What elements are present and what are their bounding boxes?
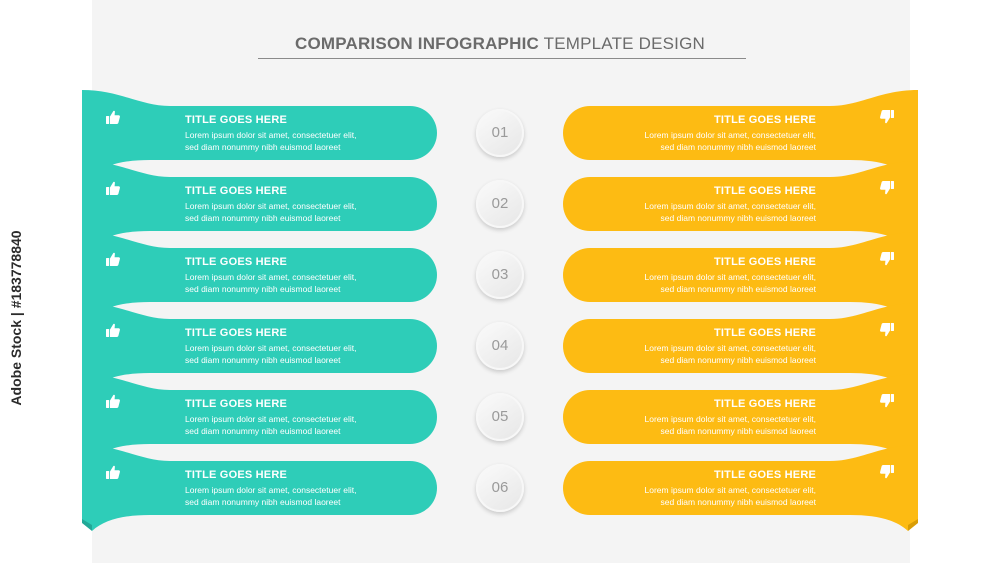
step-number-badge: 05	[476, 393, 524, 441]
comparison-row: TITLE GOES HERE Lorem ipsum dolor sit ame…	[0, 161, 1000, 247]
thumbs-down-icon	[879, 393, 895, 414]
comparison-row: TITLE GOES HERE Lorem ipsum dolor sit ame…	[0, 445, 1000, 531]
right-item-desc-line2: sed diam nonummy nibh euismod laoreet	[660, 497, 816, 507]
right-ribbon	[563, 445, 918, 531]
left-item-desc-line2: sed diam nonummy nibh euismod laoreet	[185, 426, 341, 436]
left-item-desc-line2: sed diam nonummy nibh euismod laoreet	[185, 497, 341, 507]
title-underline	[258, 58, 746, 59]
thumbs-down-icon	[879, 251, 895, 272]
left-item-title: TITLE GOES HERE	[185, 327, 288, 339]
thumbs-down-icon	[879, 322, 895, 343]
right-ribbon	[563, 232, 918, 318]
right-item-text: TITLE GOES HERE Lorem ipsum dolor sit ame…	[590, 398, 817, 437]
ribbon-shapes	[82, 303, 918, 389]
left-item-desc-line1: Lorem ipsum dolor sit amet, consectetuer…	[185, 485, 357, 495]
left-item-text: TITLE GOES HERE Lorem ipsum dolor sit ame…	[185, 398, 405, 437]
left-ribbon	[82, 374, 437, 460]
left-ribbon	[82, 90, 437, 176]
step-number-badge: 03	[476, 251, 524, 299]
ribbon-shapes	[82, 90, 918, 176]
right-ribbon	[563, 374, 918, 460]
right-item-desc-line1: Lorem ipsum dolor sit amet, consectetuer…	[644, 201, 817, 211]
right-item-title: TITLE GOES HERE	[713, 185, 816, 197]
left-item-title: TITLE GOES HERE	[185, 185, 288, 197]
ribbon-shapes	[82, 161, 918, 247]
ribbon-shapes	[82, 232, 918, 318]
right-item-desc-line2: sed diam nonummy nibh euismod laoreet	[660, 426, 816, 436]
left-item-title: TITLE GOES HERE	[185, 256, 288, 268]
right-item-desc-line2: sed diam nonummy nibh euismod laoreet	[660, 213, 816, 223]
right-item-desc-line1: Lorem ipsum dolor sit amet, consectetuer…	[644, 414, 817, 424]
right-item-title: TITLE GOES HERE	[713, 256, 816, 268]
right-item-text: TITLE GOES HERE Lorem ipsum dolor sit ame…	[590, 327, 817, 366]
title-light: TEMPLATE DESIGN	[543, 34, 705, 53]
right-item-title: TITLE GOES HERE	[713, 469, 816, 481]
step-number-badge: 02	[476, 180, 524, 228]
left-item-title: TITLE GOES HERE	[185, 398, 288, 410]
left-item-title: TITLE GOES HERE	[185, 114, 288, 126]
left-item-desc-line2: sed diam nonummy nibh euismod laoreet	[185, 284, 341, 294]
left-item-text: TITLE GOES HERE Lorem ipsum dolor sit ame…	[185, 327, 405, 366]
thumbs-down-icon	[879, 109, 895, 130]
right-item-desc-line1: Lorem ipsum dolor sit amet, consectetuer…	[644, 343, 817, 353]
comparison-row: TITLE GOES HERE Lorem ipsum dolor sit ame…	[0, 303, 1000, 389]
left-ribbon	[82, 161, 437, 247]
left-item-title: TITLE GOES HERE	[185, 469, 288, 481]
comparison-row: TITLE GOES HERE Lorem ipsum dolor sit ame…	[0, 374, 1000, 460]
step-number-badge: 01	[476, 109, 524, 157]
left-item-text: TITLE GOES HERE Lorem ipsum dolor sit ame…	[185, 256, 405, 295]
left-item-desc-line1: Lorem ipsum dolor sit amet, consectetuer…	[185, 201, 357, 211]
ribbon-shapes	[82, 374, 918, 460]
left-ribbon	[82, 232, 437, 318]
left-item-desc-line1: Lorem ipsum dolor sit amet, consectetuer…	[185, 414, 357, 424]
thumbs-up-icon	[105, 464, 121, 485]
thumbs-up-icon	[105, 109, 121, 130]
thumbs-down-icon	[879, 464, 895, 485]
right-ribbon	[563, 161, 918, 247]
left-item-desc-line1: Lorem ipsum dolor sit amet, consectetuer…	[185, 343, 357, 353]
thumbs-up-icon	[105, 393, 121, 414]
right-item-title: TITLE GOES HERE	[713, 398, 816, 410]
right-item-desc-line2: sed diam nonummy nibh euismod laoreet	[660, 355, 816, 365]
left-item-desc-line2: sed diam nonummy nibh euismod laoreet	[185, 142, 341, 152]
right-item-desc-line1: Lorem ipsum dolor sit amet, consectetuer…	[644, 130, 817, 140]
left-item-desc-line2: sed diam nonummy nibh euismod laoreet	[185, 355, 341, 365]
right-item-text: TITLE GOES HERE Lorem ipsum dolor sit ame…	[590, 469, 817, 508]
right-ribbon	[563, 90, 918, 176]
page-title: COMPARISON INFOGRAPHIC TEMPLATE DESIGN	[0, 34, 1000, 54]
right-item-title: TITLE GOES HERE	[713, 327, 816, 339]
thumbs-up-icon	[105, 251, 121, 272]
ribbon-shapes	[82, 445, 918, 531]
comparison-row: TITLE GOES HERE Lorem ipsum dolor sit ame…	[0, 90, 1000, 176]
right-ribbon	[563, 303, 918, 389]
left-ribbon	[82, 445, 437, 531]
right-item-text: TITLE GOES HERE Lorem ipsum dolor sit ame…	[590, 256, 817, 295]
right-item-title: TITLE GOES HERE	[713, 114, 816, 126]
step-number-badge: 06	[476, 464, 524, 512]
thumbs-up-icon	[105, 322, 121, 343]
right-item-text: TITLE GOES HERE Lorem ipsum dolor sit ame…	[590, 114, 817, 153]
left-item-text: TITLE GOES HERE Lorem ipsum dolor sit ame…	[185, 114, 405, 153]
left-item-desc-line2: sed diam nonummy nibh euismod laoreet	[185, 213, 341, 223]
left-item-desc-line1: Lorem ipsum dolor sit amet, consectetuer…	[185, 272, 357, 282]
right-item-desc-line2: sed diam nonummy nibh euismod laoreet	[660, 142, 816, 152]
right-item-desc-line1: Lorem ipsum dolor sit amet, consectetuer…	[644, 272, 817, 282]
left-item-desc-line1: Lorem ipsum dolor sit amet, consectetuer…	[185, 130, 357, 140]
title-bold: COMPARISON INFOGRAPHIC	[295, 34, 539, 53]
left-item-text: TITLE GOES HERE Lorem ipsum dolor sit ame…	[185, 185, 405, 224]
left-ribbon	[82, 303, 437, 389]
right-item-desc-line1: Lorem ipsum dolor sit amet, consectetuer…	[644, 485, 817, 495]
step-number-badge: 04	[476, 322, 524, 370]
left-item-text: TITLE GOES HERE Lorem ipsum dolor sit ame…	[185, 469, 405, 508]
comparison-row: TITLE GOES HERE Lorem ipsum dolor sit ame…	[0, 232, 1000, 318]
right-item-text: TITLE GOES HERE Lorem ipsum dolor sit ame…	[590, 185, 817, 224]
right-item-desc-line2: sed diam nonummy nibh euismod laoreet	[660, 284, 816, 294]
thumbs-down-icon	[879, 180, 895, 201]
thumbs-up-icon	[105, 180, 121, 201]
